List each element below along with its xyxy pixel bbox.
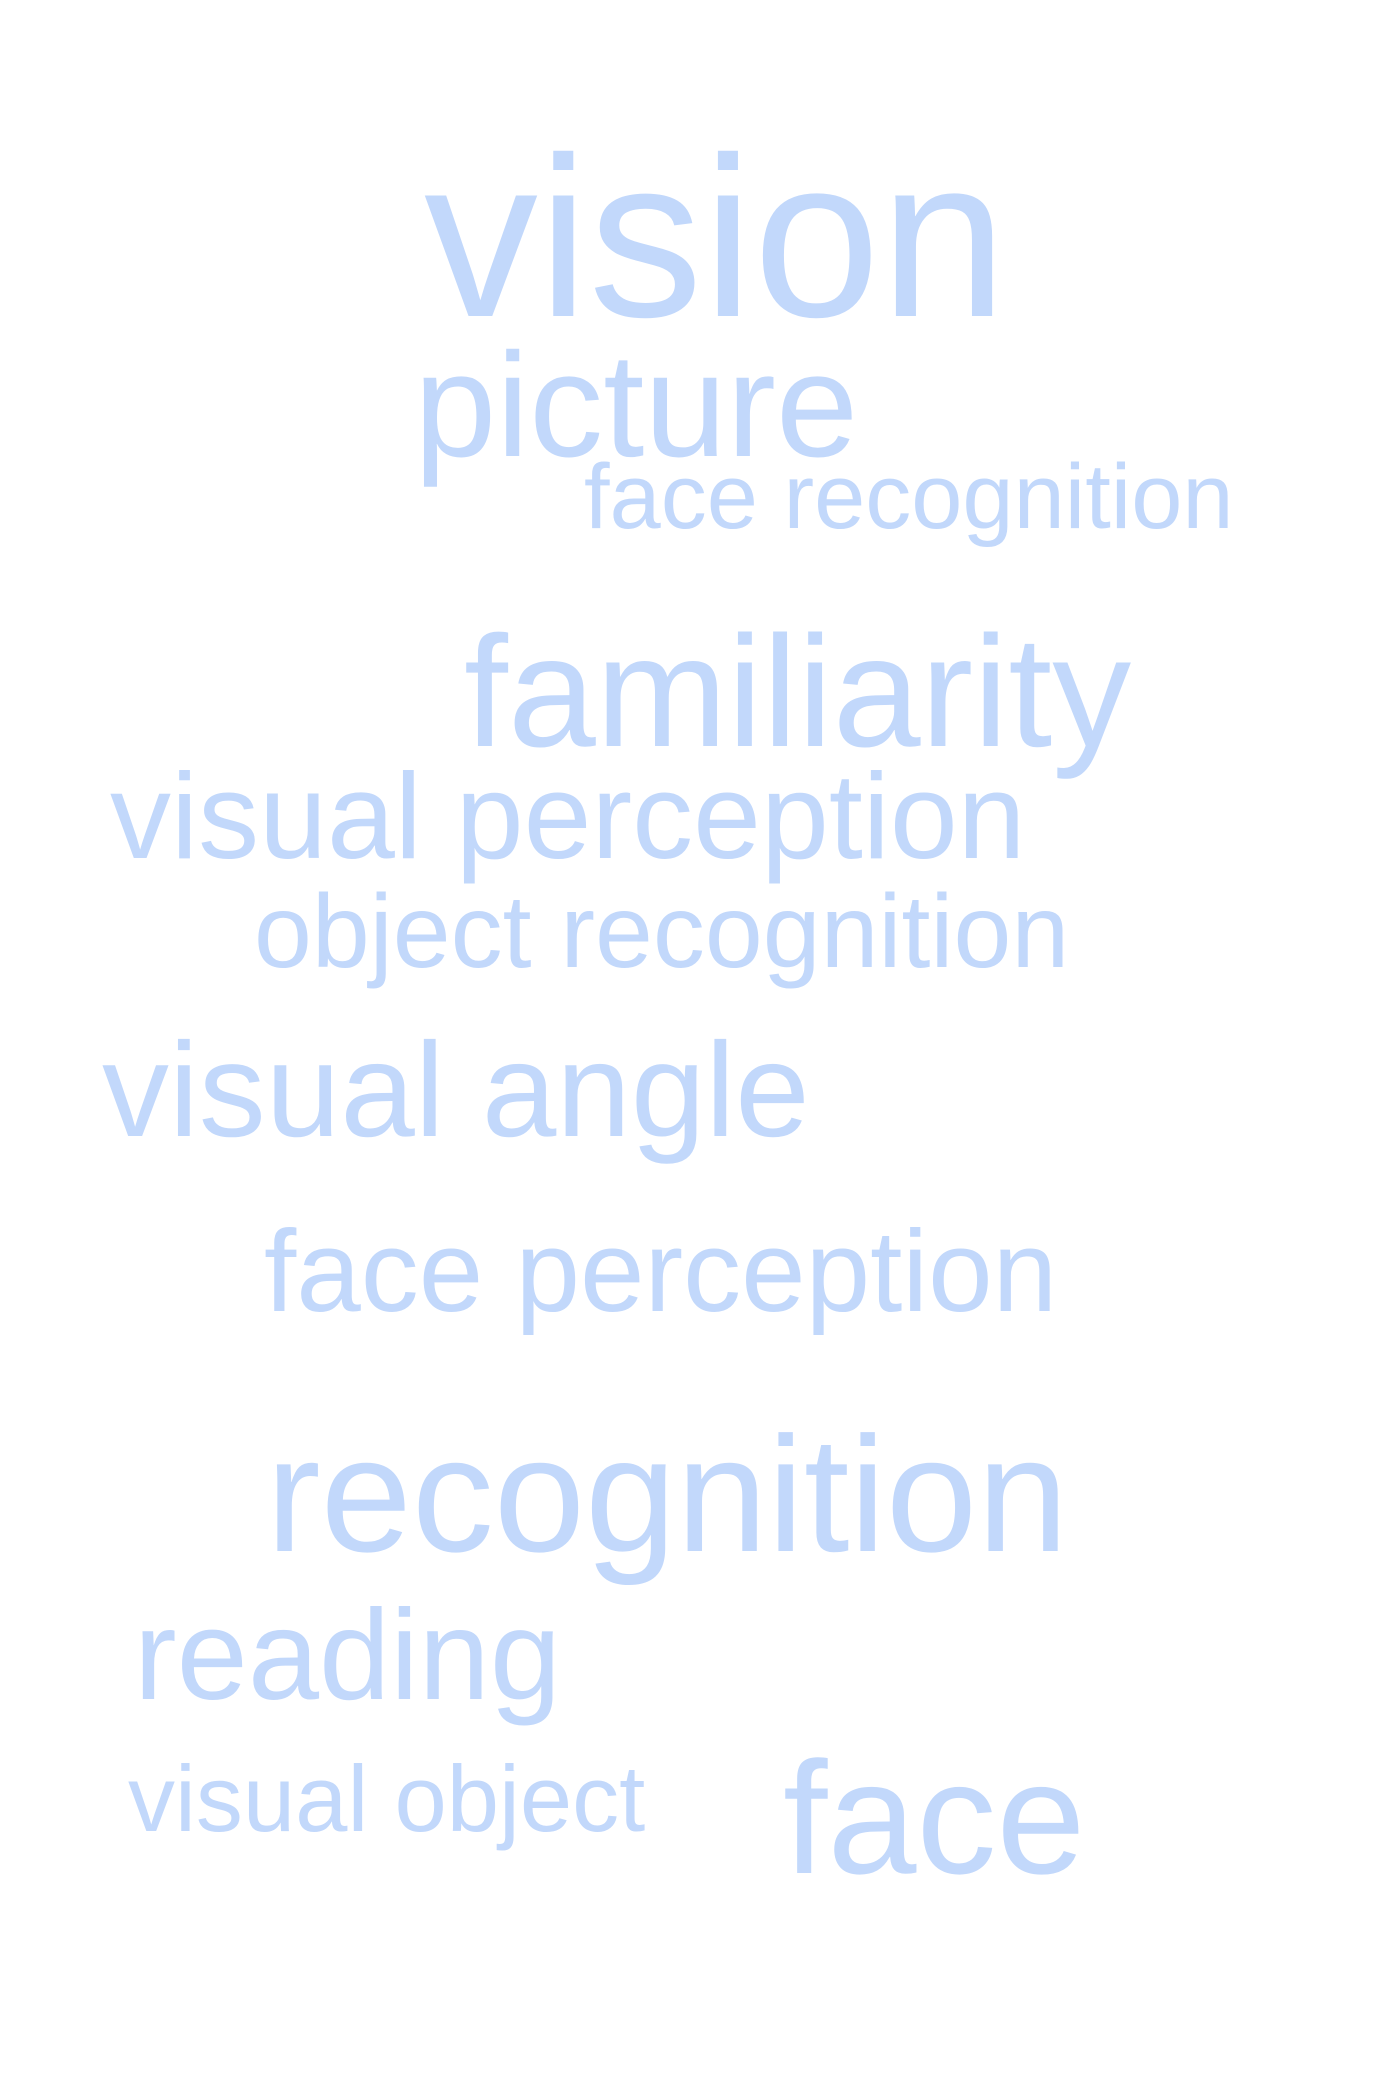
word-vision: vision [424,111,1007,365]
word-object-recognition: object recognition [254,874,1070,990]
word-face-perception: face perception [264,1206,1058,1336]
word-visual-perception: visual perception [110,748,1026,884]
word-face-recognition: face recognition [584,446,1234,548]
word-visual-angle: visual angle [102,1016,810,1165]
word-visual-object: visual object [128,1746,646,1851]
word-reading: reading [134,1584,561,1727]
word-face: face [783,1728,1086,1907]
word-familiarity: familiarity [464,604,1132,780]
word-picture: picture [414,323,859,488]
word-recognition: recognition [266,1403,1069,1586]
